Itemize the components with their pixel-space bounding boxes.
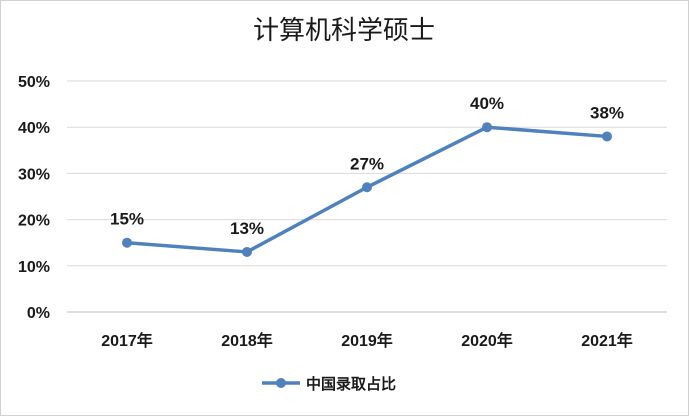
legend-label: 中国录取占比 [306,375,396,393]
chart-title: 计算机科学硕士 [253,16,435,46]
data-point [122,237,132,248]
data-point [242,246,252,257]
x-tick-label: 2018年 [221,331,273,350]
data-label: 40% [470,94,504,113]
legend: 中国录取占比 [262,375,396,393]
series-layer: 15% 13% 27% 40% 38% [110,94,624,257]
y-tick-label: 0% [27,305,50,322]
y-tick-label: 50% [18,74,50,91]
legend-swatch-marker [276,378,286,388]
y-tick-label: 10% [18,259,50,276]
data-label: 15% [110,210,144,229]
grid-lines [67,80,667,313]
data-label: 13% [230,219,264,238]
data-label: 27% [350,154,384,173]
data-label: 38% [590,103,624,122]
y-tick-label: 40% [18,120,50,137]
x-tick-label: 2021年 [581,331,633,350]
y-axis-ticks: 0% 10% 20% 30% 40% 50% [18,74,50,322]
x-tick-label: 2017年 [101,331,153,350]
data-point [482,122,492,133]
x-tick-label: 2019年 [341,331,393,350]
x-tick-label: 2020年 [461,331,513,350]
data-point [602,131,612,142]
y-tick-label: 20% [18,213,50,230]
y-tick-label: 30% [18,166,50,183]
data-point [362,182,372,193]
x-axis-ticks: 2017年 2018年 2019年 2020年 2021年 [101,331,633,350]
